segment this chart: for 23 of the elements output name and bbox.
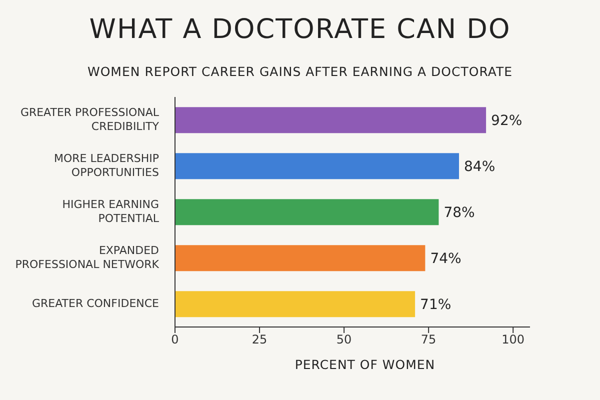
data-label: 71% — [420, 297, 452, 314]
bar — [175, 199, 439, 226]
data-label: 92% — [491, 113, 522, 130]
y-tick-label: MORE LEADERSHIP OPPORTUNITIES — [54, 152, 160, 180]
data-label: 74% — [430, 251, 462, 268]
y-tick-label: GREATER CONFIDENCE — [32, 297, 160, 310]
x-tick-label: 25 — [252, 332, 268, 347]
y-tick-label: GREATER PROFESSIONAL CREDIBILITY — [20, 106, 160, 134]
x-tick-label: 100 — [502, 332, 525, 347]
bar — [175, 245, 426, 272]
x-tick-label: 50 — [336, 332, 352, 347]
y-tick-label: EXPANDED PROFESSIONAL NETWORK — [15, 244, 160, 272]
bar — [175, 291, 416, 318]
y-tick-label: HIGHER EARNING POTENTIAL — [62, 198, 160, 226]
chart-title: WHAT A DOCTORATE CAN DO — [88, 14, 512, 45]
x-axis-title: PERCENT OF WOMEN — [294, 357, 436, 372]
x-tick-label: 0 — [171, 332, 179, 347]
chart-subtitle: WOMEN REPORT CAREER GAINS AFTER EARNING A DOCTORATE — [86, 64, 514, 79]
x-tick-label: 75 — [420, 332, 436, 347]
bar — [175, 153, 459, 180]
data-label: 78% — [444, 205, 475, 222]
bar — [175, 107, 486, 134]
data-label: 84% — [464, 159, 496, 176]
